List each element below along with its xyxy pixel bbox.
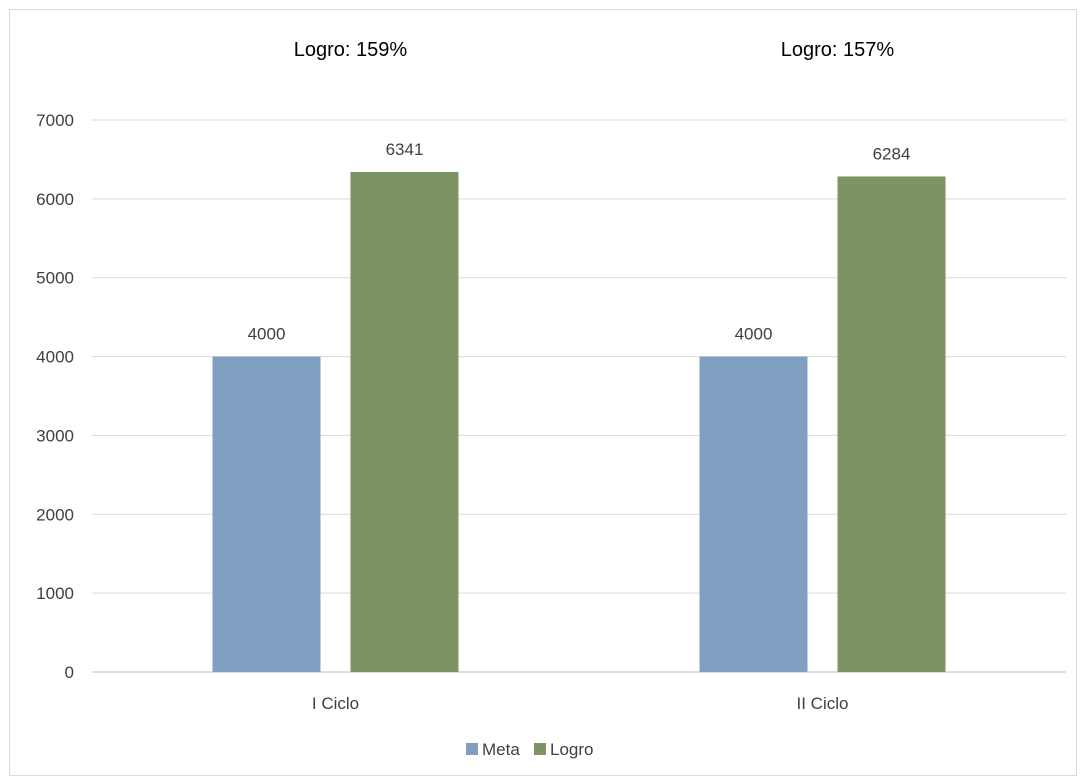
x-category-label: II Ciclo xyxy=(797,694,849,713)
y-tick-label: 3000 xyxy=(36,426,74,445)
y-tick-label: 5000 xyxy=(36,269,74,288)
logro-annotation: Logro: 159% xyxy=(294,39,408,61)
bar-meta-2 xyxy=(699,356,808,672)
y-tick-label: 1000 xyxy=(36,584,74,603)
legend: Meta Logro xyxy=(466,740,593,759)
y-tick-label: 0 xyxy=(65,663,74,682)
annotations: Logro: 159% Logro: 157% xyxy=(294,39,895,61)
y-axis-ticks: 0 1000 2000 3000 4000 5000 6000 7000 xyxy=(36,111,74,682)
data-label: 6341 xyxy=(386,140,424,159)
legend-swatch-meta xyxy=(466,743,478,755)
y-tick-label: 4000 xyxy=(36,348,74,367)
bar-logro-1 xyxy=(350,171,459,672)
bar-meta-1 xyxy=(212,356,321,672)
x-axis-categories: I Ciclo II Ciclo xyxy=(312,694,849,713)
data-labels: 4000 6341 4000 6284 xyxy=(248,140,911,344)
data-label: 4000 xyxy=(248,325,286,344)
legend-swatch-logro xyxy=(534,743,546,755)
logro-annotation: Logro: 157% xyxy=(781,39,895,61)
data-label: 6284 xyxy=(873,144,911,163)
data-label: 4000 xyxy=(735,325,773,344)
bar-logro-2 xyxy=(837,176,946,672)
y-tick-label: 6000 xyxy=(36,190,74,209)
bars xyxy=(212,171,946,672)
legend-label: Logro xyxy=(550,740,593,759)
legend-label: Meta xyxy=(482,740,520,759)
y-tick-label: 7000 xyxy=(36,111,74,130)
x-category-label: I Ciclo xyxy=(312,694,359,713)
y-tick-label: 2000 xyxy=(36,505,74,524)
